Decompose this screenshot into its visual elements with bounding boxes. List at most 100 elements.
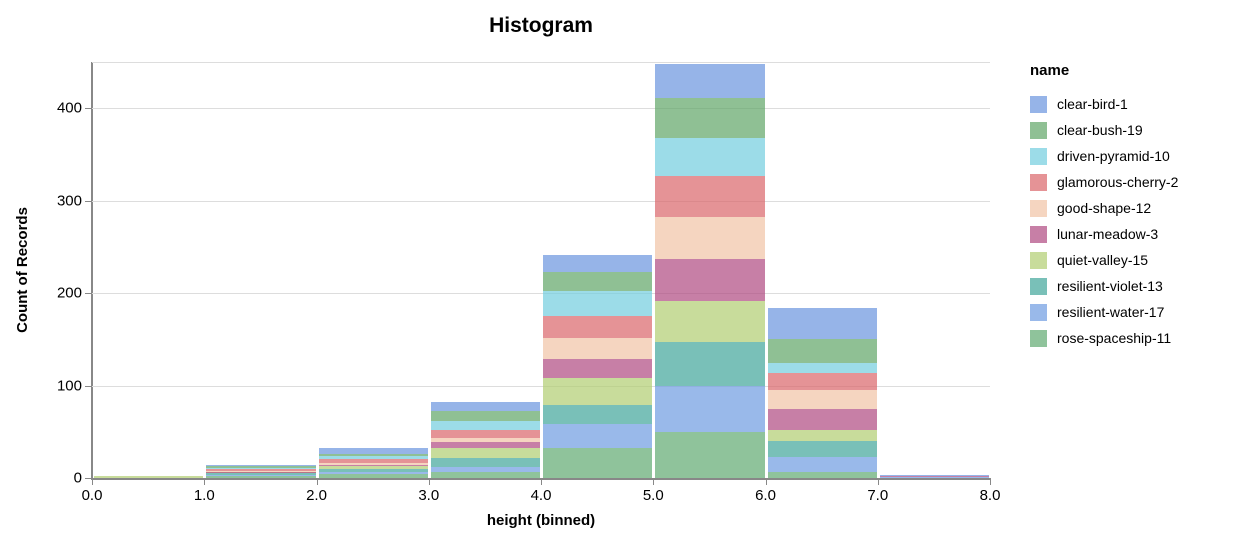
legend-swatch-icon (1030, 173, 1047, 191)
bar-segment-resilient-water-17-bin7 (879, 477, 989, 478)
bar-segment-resilient-violet-13-bin3 (430, 457, 540, 467)
legend-swatch-icon (1030, 121, 1047, 139)
bar-segment-glamorous-cherry-2-bin3 (430, 429, 540, 439)
bar-segment-driven-pyramid-10-bin6 (767, 363, 877, 373)
bar-segment-lunar-meadow-3-bin6 (767, 408, 877, 430)
bar-segment-lunar-meadow-3-bin5 (655, 258, 765, 301)
bar-segment-driven-pyramid-10-bin3 (430, 420, 540, 430)
legend-label: glamorous-cherry-2 (1057, 174, 1179, 190)
plot-area: 0 100 200 300 400 0.0 1.0 2.0 3.0 4.0 5.0 6.0 7.0 8.0 (57, 62, 1000, 504)
bar-segment-resilient-water-17-bin5 (655, 385, 765, 432)
legend-label: good-shape-12 (1057, 200, 1152, 216)
bar-segment-rose-spaceship-11-bin6 (767, 471, 877, 478)
bar-segment-lunar-meadow-3-bin7 (879, 476, 989, 478)
bar-segment-resilient-violet-13-bin2 (318, 468, 428, 472)
bar-segment-clear-bush-19-bin4 (543, 271, 653, 292)
legend-item-quiet-valley-15: quiet-valley-15 (1030, 247, 1250, 273)
x-tick (765, 480, 767, 485)
x-tick (541, 480, 542, 485)
legend-label: clear-bird-1 (1057, 96, 1128, 112)
bar-segment-clear-bird-1-bin5 (655, 63, 765, 99)
y-tick (85, 108, 91, 110)
bar-segment-driven-pyramid-10-bin5 (655, 137, 765, 176)
y-tick-label: 200 (56, 284, 82, 302)
bar-segment-quiet-valley-15-bin1 (206, 472, 316, 474)
bar-segment-rose-spaceship-11-bin3 (430, 472, 540, 478)
bar-segment-clear-bird-1-bin7 (879, 475, 989, 477)
bar-segment-glamorous-cherry-2-bin1 (206, 468, 316, 471)
bar-segment-good-shape-12-bin3 (430, 438, 540, 442)
bar-segment-rose-spaceship-11-bin2 (318, 474, 428, 478)
bar-segment-resilient-water-17-bin4 (543, 424, 653, 449)
bar-segment-clear-bush-19-bin2 (318, 453, 428, 456)
legend-swatch-icon (1030, 277, 1047, 295)
bar-segment-good-shape-12-bin6 (767, 390, 877, 409)
x-tick-label: 7.0 (867, 487, 889, 504)
legend-item-resilient-violet-13: resilient-violet-13 (1030, 273, 1250, 299)
y-tick (85, 385, 91, 387)
legend-label: clear-bush-19 (1057, 122, 1143, 138)
legend-item-clear-bush-19: clear-bush-19 (1030, 117, 1250, 143)
gridline-100 (92, 385, 990, 387)
legend-item-lunar-meadow-3: lunar-meadow-3 (1030, 221, 1250, 247)
legend: name clear-bird-1 clear-bush-19 driven-pyr… (1030, 62, 1250, 351)
bar-segment-glamorous-cherry-2-bin6 (767, 372, 877, 391)
legend-label: resilient-water-17 (1057, 304, 1165, 320)
x-tick-label: 8.0 (979, 487, 1001, 504)
gridline-450 (92, 62, 990, 63)
bar-segment-quiet-valley-15-bin3 (430, 448, 540, 458)
bar-segment-resilient-violet-13-bin6 (767, 441, 877, 457)
legend-label: resilient-violet-13 (1057, 278, 1163, 294)
x-tick-label: 1.0 (193, 487, 215, 504)
bar-segment-quiet-valley-15-bin2 (318, 465, 428, 469)
y-tick (85, 478, 91, 479)
x-tick-label: 5.0 (642, 487, 664, 504)
legend-item-clear-bird-1: clear-bird-1 (1030, 91, 1250, 117)
x-tick (877, 480, 879, 485)
bar-segment-clear-bird-1-bin3 (430, 402, 540, 412)
bar-segment-good-shape-12-bin2 (318, 463, 428, 466)
x-tick (204, 480, 206, 485)
bar-segment-lunar-meadow-3-bin2 (318, 465, 428, 466)
bar-segment-clear-bird-1-bin1 (206, 465, 316, 466)
bar-segment-resilient-water-17-bin2 (318, 471, 428, 475)
bar-segment-resilient-violet-13-bin1 (206, 473, 316, 476)
legend-item-driven-pyramid-10: driven-pyramid-10 (1030, 143, 1250, 169)
bar-segment-rose-spaceship-11-bin4 (543, 448, 653, 478)
bar-segment-lunar-meadow-3-bin4 (543, 358, 653, 379)
y-axis-line (91, 62, 93, 478)
gridline-400 (92, 108, 990, 110)
gridline-300 (92, 200, 990, 202)
legend-swatch-icon (1030, 147, 1047, 165)
legend-item-glamorous-cherry-2: glamorous-cherry-2 (1030, 169, 1250, 195)
bar-segment-clear-bush-19-bin5 (655, 98, 765, 138)
x-tick-label: 0.0 (81, 487, 103, 504)
bar-segment-quiet-valley-15-bin0 (94, 476, 204, 478)
legend-swatch-icon (1030, 225, 1047, 243)
y-tick (85, 200, 91, 202)
y-tick (85, 293, 91, 295)
legend-title: name (1030, 62, 1070, 79)
y-tick-label: 100 (56, 377, 82, 395)
bar-segment-clear-bird-1-bin4 (543, 255, 653, 272)
bar-segment-quiet-valley-15-bin4 (543, 378, 653, 405)
x-tick-label: 4.0 (530, 487, 552, 504)
bar-segment-good-shape-12-bin1 (206, 470, 316, 472)
legend-swatch-icon (1030, 199, 1047, 217)
legend-items: clear-bird-1 clear-bush-19 driven-pyramid-… (1030, 91, 1250, 351)
legend-swatch-icon (1030, 303, 1047, 321)
bar-segment-clear-bird-1-bin6 (767, 307, 877, 340)
bar-segment-quiet-valley-15-bin6 (767, 429, 877, 441)
chart-title: Histogram (489, 14, 593, 37)
x-axis-title: height (binned) (486, 512, 596, 529)
bar-segment-glamorous-cherry-2-bin4 (543, 316, 653, 339)
bar-segment-clear-bird-1-bin2 (318, 448, 428, 454)
bar-segment-lunar-meadow-3-bin3 (430, 441, 540, 449)
x-tick (990, 480, 991, 485)
x-tick-label: 6.0 (755, 487, 776, 504)
x-tick-label: 3.0 (418, 487, 440, 504)
y-tick-label: 300 (56, 192, 82, 210)
bar-segment-resilient-violet-13-bin4 (543, 404, 653, 425)
bar-segment-resilient-water-17-bin1 (206, 475, 316, 477)
y-tick-label: 400 (56, 99, 82, 117)
